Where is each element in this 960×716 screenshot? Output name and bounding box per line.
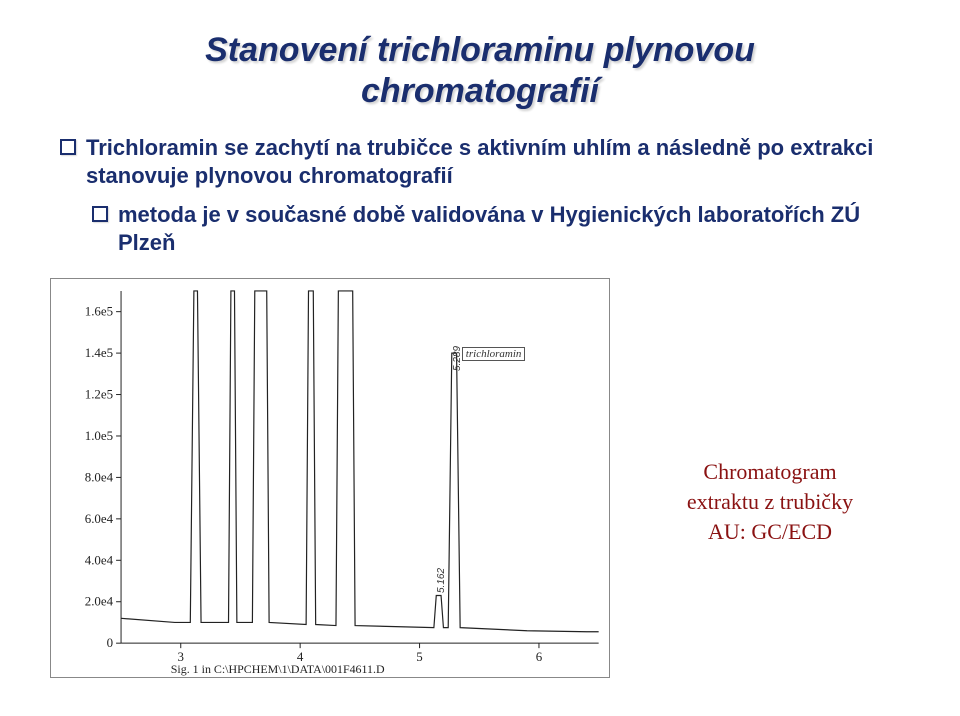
svg-text:6: 6 xyxy=(536,649,543,664)
caption-line: AU: GC/ECD xyxy=(630,517,910,547)
slide-container: Stanovení trichloraminu plynovou chromat… xyxy=(0,0,960,716)
peak-retention-time: 5.289 xyxy=(452,346,463,371)
peak-label-trichloramin: trichloramin xyxy=(462,347,526,361)
svg-text:4.0e4: 4.0e4 xyxy=(85,552,114,567)
bullet-list: Trichloramin se zachytí na trubičce s ak… xyxy=(60,134,910,268)
svg-text:8.0e4: 8.0e4 xyxy=(85,469,114,484)
bullet-text: metoda je v současné době validována v H… xyxy=(118,201,910,258)
chromatogram-trace xyxy=(121,291,599,632)
svg-text:2.0e4: 2.0e4 xyxy=(85,594,114,609)
svg-text:1.6e5: 1.6e5 xyxy=(85,304,113,319)
svg-text:6.0e4: 6.0e4 xyxy=(85,511,114,526)
chromatogram-caption: Chromatogram extraktu z trubičky AU: GC/… xyxy=(630,278,910,696)
svg-text:1.4e5: 1.4e5 xyxy=(85,345,113,360)
caption-line: Chromatogram xyxy=(630,457,910,487)
content-row: 1.6e5 1.4e5 1.2e5 1.0e5 8.0e4 6.0e4 4.0e4 2.0e4… xyxy=(50,278,910,696)
title-line-1: Stanovení trichloraminu plynovou xyxy=(205,31,755,69)
y-axis-ticks: 1.6e5 1.4e5 1.2e5 1.0e5 8.0e4 6.0e4 4.0e4 2.0e4… xyxy=(85,304,121,651)
bullet-item: Trichloramin se zachytí na trubičce s ak… xyxy=(60,134,910,191)
bullet-text: Trichloramin se zachytí na trubičce s ak… xyxy=(86,134,910,191)
slide-title: Stanovení trichloraminu plynovou chromat… xyxy=(50,30,910,112)
chromatogram-chart: 1.6e5 1.4e5 1.2e5 1.0e5 8.0e4 6.0e4 4.0e4 2.0e4… xyxy=(50,278,610,678)
svg-text:1.2e5: 1.2e5 xyxy=(85,386,113,401)
caption-line: extraktu z trubičky xyxy=(630,487,910,517)
chromatogram-svg: 1.6e5 1.4e5 1.2e5 1.0e5 8.0e4 6.0e4 4.0e4 2.0e4… xyxy=(51,279,609,677)
title-line-2: chromatografií xyxy=(361,72,599,110)
svg-text:5: 5 xyxy=(416,649,422,664)
square-bullet-icon xyxy=(92,206,108,222)
svg-text:1.0e5: 1.0e5 xyxy=(85,428,113,443)
svg-text:0: 0 xyxy=(107,635,113,650)
x-axis-ticks: 3456 xyxy=(178,643,543,664)
square-bullet-icon xyxy=(60,139,76,155)
chromatogram-footer: Sig. 1 in C:\HPCHEM\1\DATA\001F4611.D xyxy=(171,662,385,676)
minor-peak-retention-time: 5.162 xyxy=(436,568,447,593)
bullet-item: metoda je v současné době validována v H… xyxy=(92,201,910,258)
